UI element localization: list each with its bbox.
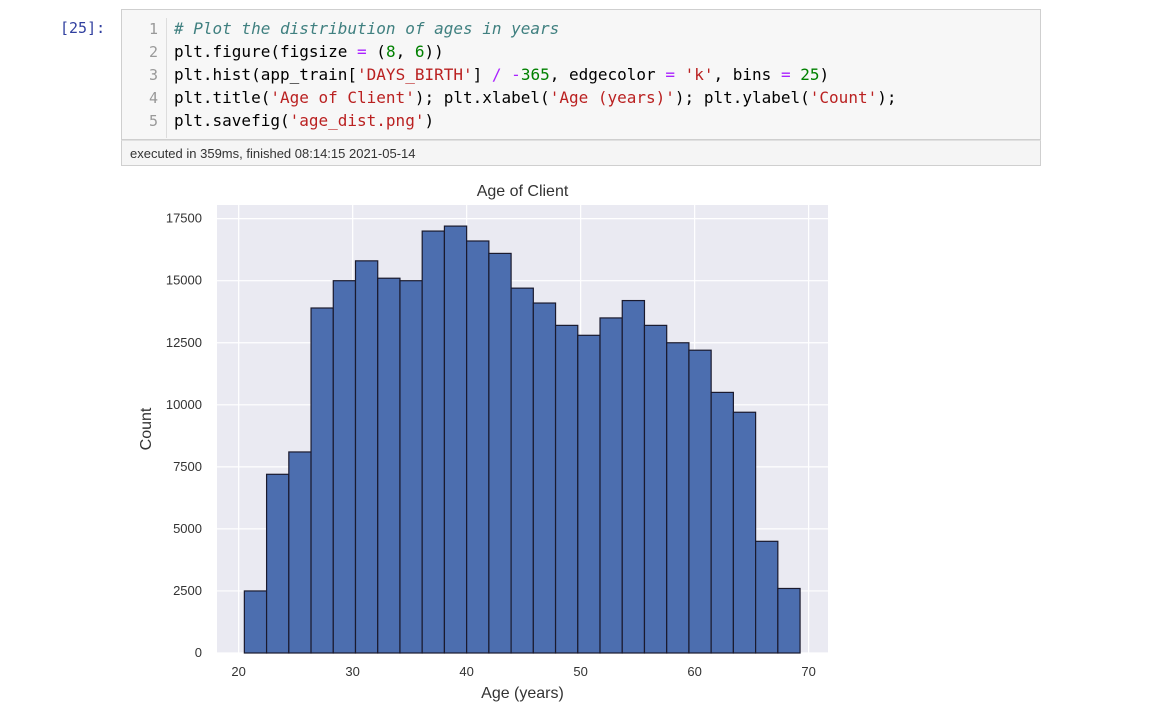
code-token: - [511, 65, 521, 84]
code-token: , [395, 42, 415, 61]
code-token: plt.title( [174, 88, 271, 107]
histogram-bar [310, 307, 334, 654]
histogram-bar [488, 252, 512, 654]
code-token: ) [819, 65, 830, 84]
y-tick-label: 17500 [166, 211, 202, 226]
code-token: = [780, 65, 791, 84]
histogram-bar [688, 349, 712, 654]
execution-info-bar: executed in 359ms, finished 08:14:15 202… [121, 140, 1041, 166]
histogram-bar [399, 280, 423, 654]
code-token: 'Count' [809, 88, 878, 107]
code-line: plt.title('Age of Client'); plt.xlabel('… [174, 88, 896, 107]
code-token: 'DAYS_BIRTH' [357, 65, 473, 84]
line-number: 1 [148, 20, 158, 38]
code-token: 'k' [684, 65, 714, 84]
code-token: )) [424, 42, 444, 61]
histogram-bar [532, 302, 557, 654]
code-token: 'age_dist.png' [289, 111, 425, 130]
histogram-bar [243, 590, 268, 654]
code-token: 25 [800, 65, 820, 84]
y-tick-label: 15000 [166, 273, 202, 288]
code-token [675, 65, 685, 84]
histogram-bar [577, 334, 601, 654]
code-token [502, 65, 512, 84]
histogram-bar [421, 230, 446, 654]
y-tick-label: 7500 [173, 459, 202, 474]
x-tick-label: 20 [231, 664, 245, 679]
code-token [791, 65, 801, 84]
histogram-bar [466, 240, 490, 654]
histogram-bar [666, 342, 690, 654]
histogram-bar [621, 299, 646, 654]
histogram-bar [288, 451, 312, 654]
code-line: plt.hist(app_train['DAYS_BIRTH'] / -365,… [174, 65, 829, 84]
histogram-bar [643, 324, 668, 654]
code-line: plt.figure(figsize = (8, 6)) [174, 42, 444, 61]
code-token: , edgecolor [549, 65, 666, 84]
line-number: 2 [148, 43, 158, 61]
x-tick-label: 60 [687, 664, 701, 679]
code-token: = [357, 42, 367, 61]
code-token: = [665, 65, 675, 84]
y-axis-label: Count [138, 407, 155, 450]
code-token: plt.figure(figsize [174, 42, 358, 61]
code-token: plt.hist(app_train[ [174, 65, 358, 84]
execution-info-text: executed in 359ms, finished 08:14:15 202… [130, 146, 416, 161]
x-tick-label: 40 [459, 664, 473, 679]
code-token: plt.savefig( [174, 111, 290, 130]
x-tick-label: 30 [345, 664, 359, 679]
histogram-bar [599, 317, 623, 654]
y-tick-label: 5000 [173, 521, 202, 536]
y-tick-label: 12500 [166, 335, 202, 350]
code-token: 365 [520, 65, 550, 84]
code-token: ); plt.xlabel( [414, 88, 550, 107]
histogram-output: 0 2500 5000 7500 10000 12500 15000 17500 20 30 40 5… [138, 183, 828, 702]
histogram-bar [755, 540, 779, 654]
code-cell-input[interactable]: 1 2 3 4 5 # Plot the distribution of ages in… [121, 9, 1041, 140]
code-token: ); plt.ylabel( [674, 88, 810, 107]
histogram-bar [732, 411, 757, 654]
histogram-bar [354, 260, 379, 654]
y-tick-label: 0 [195, 645, 202, 660]
chart-title: Age of Client [477, 183, 569, 200]
code-token: ( [366, 42, 386, 61]
code-token: # Plot the distribution of ages in years [174, 19, 560, 38]
code-token: ) [424, 111, 435, 130]
histogram-bar [377, 277, 401, 654]
x-axis-label: Age (years) [481, 685, 564, 702]
gutter-divider [166, 18, 167, 138]
histogram-bar [443, 225, 468, 654]
y-tick-label: 10000 [166, 397, 202, 412]
histogram-bar [510, 287, 534, 654]
histogram-bar [332, 280, 357, 654]
code-token: ); [877, 88, 897, 107]
code-token: 'Age (years)' [549, 88, 675, 107]
line-number-gutter: 1 2 3 4 5 [122, 10, 166, 139]
line-number: 4 [148, 89, 158, 107]
line-number: 3 [148, 66, 158, 84]
histogram-bar [777, 587, 801, 654]
histogram-bar [710, 391, 734, 654]
line-number: 5 [148, 112, 158, 130]
histogram-bar [265, 473, 290, 654]
x-tick-label: 70 [801, 664, 815, 679]
code-token: 6 [414, 42, 425, 61]
x-tick-label: 50 [573, 664, 587, 679]
code-token: ] [472, 65, 492, 84]
cell-prompt: [25]: [60, 19, 106, 37]
code-token: / [491, 65, 502, 84]
histogram-bar [554, 324, 579, 654]
code-token: 'Age of Client' [270, 88, 415, 107]
y-tick-label: 2500 [173, 583, 202, 598]
code-line: plt.savefig('age_dist.png') [174, 111, 434, 130]
code-token: 8 [385, 42, 396, 61]
code-token: , bins [713, 65, 781, 84]
code-line: # Plot the distribution of ages in years [174, 19, 559, 38]
